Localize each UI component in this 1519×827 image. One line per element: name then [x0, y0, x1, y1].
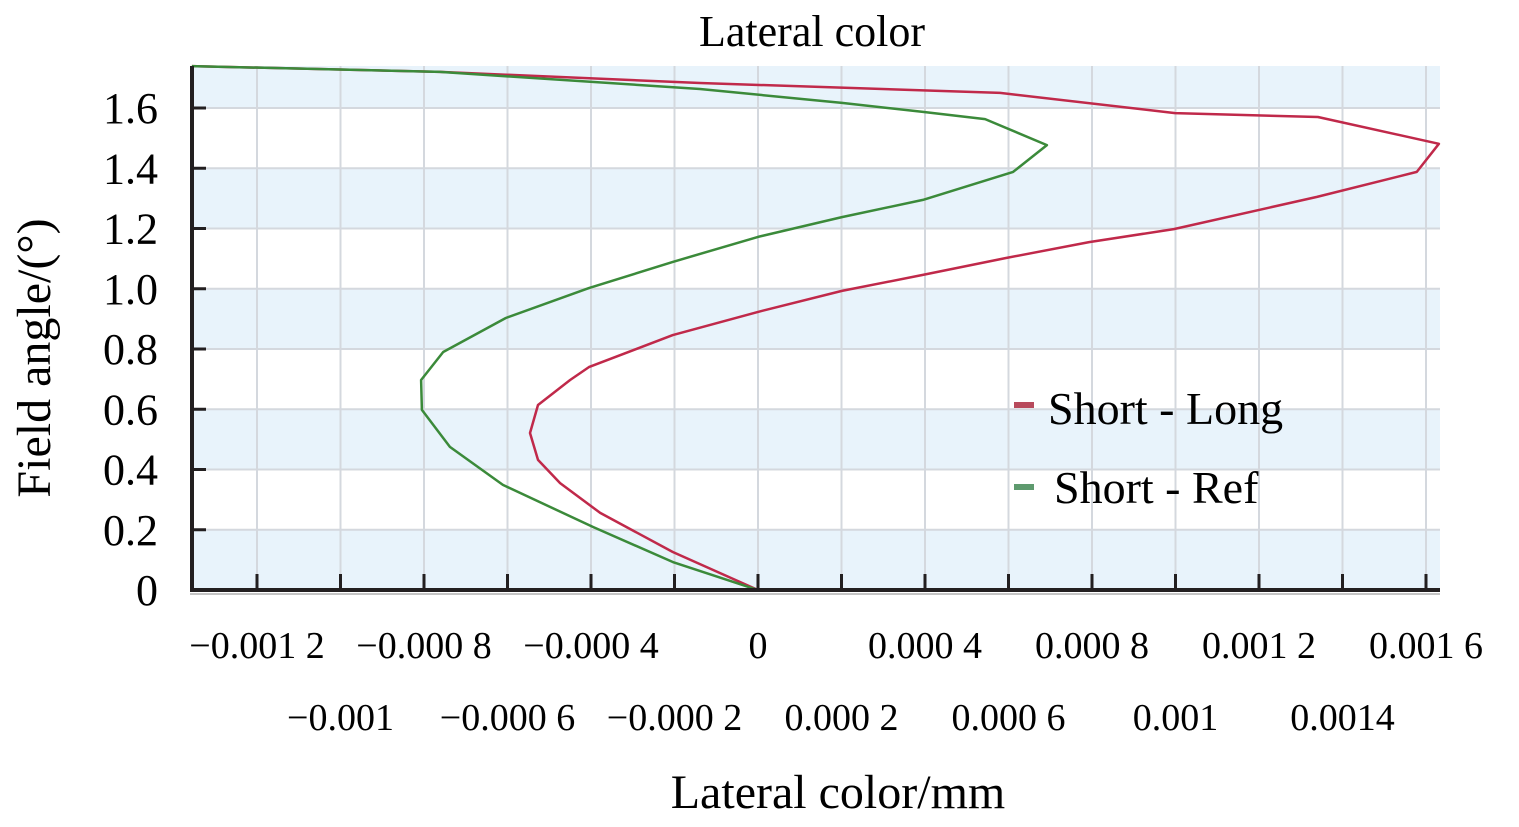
y-tick-label: 1.4: [103, 144, 158, 193]
x-tick-label: 0.000 2: [785, 697, 899, 739]
x-tick-label: 0.0014: [1290, 697, 1395, 739]
y-tick-label: 1.6: [103, 84, 158, 133]
background-band: [192, 409, 1440, 470]
y-tick-label: 0.2: [103, 506, 158, 555]
x-tick-label: 0.000 8: [1035, 625, 1149, 667]
x-tick-label: −0.000 4: [523, 625, 658, 667]
gridlines: [192, 66, 1440, 590]
y-tick-label: 0: [136, 566, 158, 615]
axes: [190, 66, 1440, 595]
legend: Short - Long Short - Ref: [1014, 383, 1283, 513]
x-tick-label: 0.000 6: [952, 697, 1066, 739]
y-axis-title: Field angle/(°): [8, 218, 61, 497]
legend-swatch-short-ref: [1014, 484, 1034, 490]
x-tick-label: 0.000 4: [868, 625, 982, 667]
background-band: [192, 288, 1440, 349]
legend-label-short-ref: Short - Ref: [1054, 462, 1259, 513]
series-lines: [191, 64, 1441, 592]
y-tick-label: 1.2: [103, 205, 158, 254]
x-tick-label: −0.000 2: [607, 697, 742, 739]
legend-label-short-long: Short - Long: [1048, 383, 1283, 434]
x-tick-label: 0: [749, 625, 768, 667]
y-tick-label: 0.8: [103, 325, 158, 374]
x-axis-title: Lateral color/mm: [671, 766, 1006, 819]
y-tick-labels: 0 0.2 0.4 0.6 0.8 1.0 1.2 1.4 1.6: [103, 84, 158, 615]
x-tick-label: 0.001 2: [1202, 625, 1316, 667]
background-band: [192, 168, 1440, 229]
x-tick-label: −0.001: [287, 697, 394, 739]
chart-title: Lateral color: [699, 7, 925, 56]
series-line-short-long: [191, 64, 1441, 592]
y-tick-label: 0.4: [103, 446, 158, 495]
y-tick-label: 1.0: [103, 265, 158, 314]
x-tick-label: −0.000 6: [440, 697, 575, 739]
x-tick-label: 0.001 6: [1369, 625, 1483, 667]
background-band: [192, 529, 1440, 590]
series-line-short-ref: [191, 64, 1049, 592]
y-tick-label: 0.6: [103, 385, 158, 434]
x-tick-label: −0.000 8: [356, 625, 491, 667]
legend-swatch-short-long: [1014, 402, 1034, 408]
x-tick-label: −0.001 2: [189, 625, 324, 667]
x-tick-label: 0.001: [1133, 697, 1219, 739]
x-tick-labels: −0.001 2 −0.000 8 −0.000 4 0 0.000 4 0.000 8 0…: [189, 625, 1483, 739]
